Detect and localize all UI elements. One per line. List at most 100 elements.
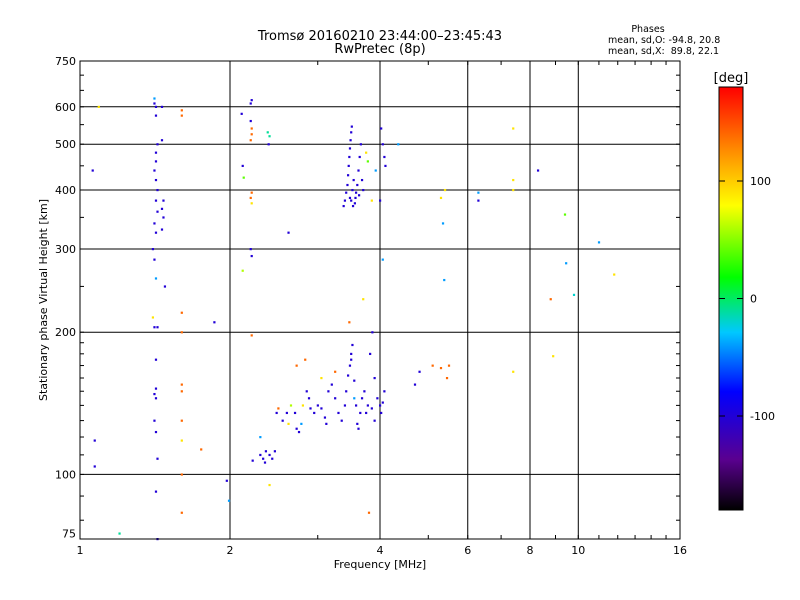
data-point xyxy=(320,376,323,380)
data-point xyxy=(549,298,552,301)
colorbar-tick-label: 100 xyxy=(750,175,771,188)
data-point xyxy=(512,188,515,192)
data-point xyxy=(250,191,253,194)
y-tick-label: 600 xyxy=(55,101,76,114)
data-point xyxy=(357,194,361,197)
x-tick-label: 16 xyxy=(673,544,687,557)
data-point xyxy=(160,228,164,231)
data-point xyxy=(376,397,379,400)
data-point xyxy=(154,397,158,400)
data-point xyxy=(180,439,183,442)
chart-subtitle: RwPretec (8p) xyxy=(334,42,425,57)
data-point xyxy=(250,133,253,136)
data-point xyxy=(565,262,568,265)
colorbar: [deg] 100 0 -100 xyxy=(714,71,775,511)
data-point xyxy=(154,114,158,117)
data-point xyxy=(350,358,353,361)
data-point xyxy=(154,199,158,202)
data-point xyxy=(397,143,400,146)
data-point xyxy=(439,196,443,200)
data-point xyxy=(295,364,298,367)
data-point xyxy=(281,419,284,422)
data-point xyxy=(383,390,386,393)
y-tick-label: 500 xyxy=(55,138,76,151)
data-point xyxy=(250,202,253,205)
data-point xyxy=(162,216,165,219)
data-point xyxy=(384,164,387,168)
colorbar-label: [deg] xyxy=(714,71,749,86)
stats-heading: Phases xyxy=(631,24,664,35)
data-point xyxy=(285,411,288,415)
data-point xyxy=(153,97,156,100)
data-point xyxy=(379,199,382,202)
data-point xyxy=(350,125,353,128)
data-point xyxy=(536,169,540,172)
data-point xyxy=(160,139,164,142)
data-point xyxy=(250,254,253,258)
data-point xyxy=(360,178,364,182)
data-point xyxy=(156,457,159,460)
y-axis-label: Stationary phase Virtual Height [km] xyxy=(37,199,50,401)
data-point xyxy=(343,199,347,202)
data-point xyxy=(346,183,349,187)
data-point xyxy=(443,278,446,282)
data-point xyxy=(154,105,158,108)
data-point xyxy=(512,370,515,373)
data-point xyxy=(353,379,356,382)
data-point xyxy=(369,352,372,356)
data-point xyxy=(287,231,290,234)
data-point xyxy=(352,178,355,182)
data-point xyxy=(413,383,417,386)
data-point xyxy=(342,204,345,208)
data-point xyxy=(242,176,245,179)
data-point xyxy=(371,331,374,334)
data-point xyxy=(156,143,159,146)
data-point xyxy=(250,127,253,130)
data-point xyxy=(346,174,350,177)
data-point xyxy=(156,326,159,329)
data-point xyxy=(153,258,156,261)
data-point xyxy=(362,188,365,192)
data-point xyxy=(445,376,449,380)
data-point xyxy=(267,143,270,146)
data-point xyxy=(163,285,167,288)
data-point xyxy=(359,411,362,415)
data-point xyxy=(325,422,328,425)
data-point xyxy=(97,105,100,108)
data-point xyxy=(353,202,356,205)
data-point xyxy=(367,511,371,514)
data-point xyxy=(151,316,155,319)
data-point xyxy=(200,448,203,451)
y-tick-label: 75 xyxy=(62,527,76,540)
grid-lines xyxy=(80,61,680,539)
data-point xyxy=(259,453,262,457)
data-point xyxy=(365,151,368,154)
y-tick-label: 200 xyxy=(55,326,76,339)
data-point xyxy=(268,135,271,138)
data-point xyxy=(356,422,359,425)
data-point xyxy=(250,99,253,102)
data-point xyxy=(381,401,384,404)
y-axis: 75 100 200 300 400 500 600 750 xyxy=(55,55,680,540)
data-point xyxy=(154,387,158,390)
y-tick-label: 750 xyxy=(55,55,76,68)
data-point xyxy=(249,248,252,251)
data-point xyxy=(180,331,183,334)
data-point xyxy=(275,411,278,415)
data-point xyxy=(316,404,319,407)
data-point xyxy=(154,231,158,234)
data-point xyxy=(263,461,267,464)
data-point xyxy=(351,204,355,208)
data-point xyxy=(264,450,268,453)
data-point xyxy=(431,364,434,367)
colorbar-tick-label: -100 xyxy=(750,410,775,423)
data-point xyxy=(156,188,159,192)
data-point xyxy=(323,416,327,419)
data-point xyxy=(287,422,290,425)
data-point xyxy=(153,392,156,396)
colorbar-tick-label: 0 xyxy=(750,293,757,306)
data-point xyxy=(348,364,352,367)
data-point xyxy=(366,404,369,407)
data-point xyxy=(153,102,156,105)
chart-title: Tromsø 20160210 23:44:00–23:45:43 xyxy=(257,29,502,44)
